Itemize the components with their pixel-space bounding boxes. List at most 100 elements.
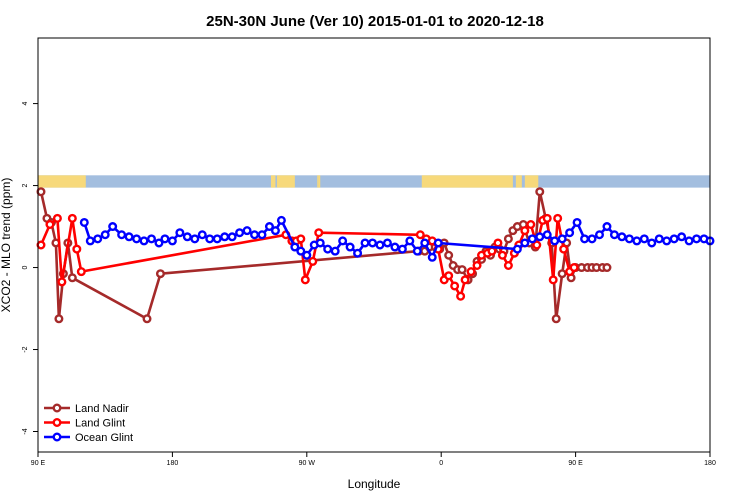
data-point	[390, 242, 400, 252]
data-point	[242, 226, 252, 236]
data-point	[345, 242, 355, 252]
data-point	[553, 213, 563, 223]
data-point	[235, 228, 245, 238]
land-band	[515, 175, 522, 188]
data-point	[227, 232, 237, 242]
data-point	[548, 275, 558, 285]
data-point	[155, 269, 165, 279]
data-point	[296, 246, 306, 256]
land-band	[38, 175, 86, 188]
land-band	[276, 175, 295, 188]
data-point	[669, 234, 679, 244]
data-point	[276, 215, 286, 225]
data-point	[79, 217, 89, 227]
series-land-nadir	[36, 187, 612, 324]
data-point	[526, 220, 536, 230]
legend-marker	[52, 403, 62, 413]
data-point	[520, 226, 530, 236]
data-point	[542, 230, 552, 240]
x-axis-label: Longitude	[348, 477, 401, 491]
data-point	[315, 238, 325, 248]
data-point	[542, 213, 552, 223]
data-point	[302, 250, 312, 260]
data-point	[146, 234, 156, 244]
data-point	[535, 232, 545, 242]
data-point	[493, 238, 503, 248]
data-point	[457, 265, 467, 275]
data-point	[54, 314, 64, 324]
data-point	[662, 236, 672, 246]
legend-entry-label: Land Nadir	[75, 403, 129, 415]
data-point	[375, 240, 385, 250]
data-point	[405, 236, 415, 246]
data-point	[420, 238, 430, 248]
y-axis-label: XCO2 - MLO trend (ppm)	[0, 178, 13, 313]
data-point	[444, 250, 454, 260]
data-point	[557, 269, 567, 279]
data-point	[654, 234, 664, 244]
data-point	[257, 230, 267, 240]
data-point	[290, 242, 300, 252]
data-point	[557, 234, 567, 244]
data-point	[117, 230, 127, 240]
land-band	[421, 175, 513, 188]
data-point	[36, 187, 46, 197]
series-layer	[36, 187, 715, 324]
x-tick-label: 180	[704, 460, 716, 467]
y-tick-label: -4	[22, 428, 29, 434]
data-point	[139, 236, 149, 246]
data-point	[532, 240, 542, 250]
data-point	[503, 234, 513, 244]
data-point	[264, 222, 274, 232]
data-point	[647, 238, 657, 248]
data-point	[450, 281, 460, 291]
x-tick-label: 90 W	[299, 460, 316, 467]
data-point	[466, 267, 476, 277]
data-point	[45, 220, 55, 230]
plot-frame	[37, 37, 711, 453]
data-point	[512, 244, 522, 254]
land-band	[270, 175, 276, 188]
data-point	[167, 236, 177, 246]
data-point	[85, 236, 95, 246]
y-tick-label: -2	[22, 346, 29, 352]
data-point	[300, 275, 310, 285]
data-point	[190, 234, 200, 244]
data-point	[415, 230, 425, 240]
data-point	[72, 244, 82, 254]
data-point	[100, 230, 110, 240]
legend-marker	[52, 418, 62, 428]
data-point	[609, 230, 619, 240]
data-point	[692, 234, 702, 244]
data-point	[197, 230, 207, 240]
axes: 90 E 180 90 W 0 90 E 180 -4 -2 0 2 4	[22, 102, 716, 467]
data-point	[382, 238, 392, 248]
data-point	[76, 267, 86, 277]
ocean-band	[38, 175, 710, 188]
data-point	[456, 291, 466, 301]
data-point	[368, 238, 378, 248]
data-point	[472, 260, 482, 270]
data-point	[427, 252, 437, 262]
data-point	[314, 228, 324, 238]
data-point	[124, 232, 134, 242]
data-point	[433, 238, 443, 248]
data-point	[67, 273, 77, 283]
y-tick-label: 4	[22, 102, 29, 106]
data-point	[93, 234, 103, 244]
data-point	[602, 222, 612, 232]
data-point	[617, 232, 627, 242]
data-point	[684, 236, 694, 246]
data-point	[569, 263, 579, 273]
legend-entry-label: Ocean Glint	[75, 432, 133, 444]
x-tick-label: 0	[439, 460, 443, 467]
y-tick-label: 2	[22, 184, 29, 188]
data-point	[175, 228, 185, 238]
data-point	[132, 234, 142, 244]
chart-title: 25N-30N June (Ver 10) 2015-01-01 to 2020…	[206, 13, 544, 30]
data-point	[353, 248, 363, 258]
land-band	[317, 175, 319, 188]
data-point	[270, 226, 280, 236]
data-point	[565, 228, 575, 238]
data-point	[360, 238, 370, 248]
